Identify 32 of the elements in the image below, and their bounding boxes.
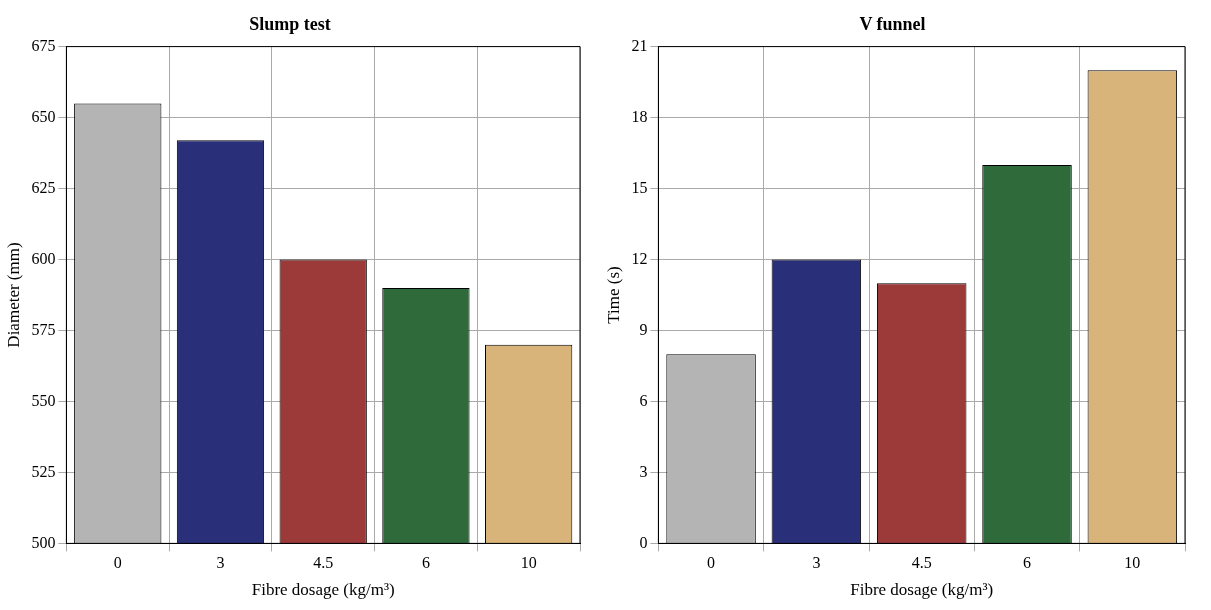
x-axis-title: Fibre dosage (kg/m³) — [251, 580, 395, 600]
y-tick-label: 550 — [31, 391, 56, 409]
y-tick-label: 15 — [631, 178, 648, 196]
y-tick-label: 18 — [631, 107, 648, 125]
y-axis-title: Time (s) — [603, 266, 623, 324]
y-tick-label: 0 — [639, 533, 648, 551]
x-tick-label: 4.5 — [313, 554, 334, 572]
y-tick-label: 600 — [31, 249, 56, 267]
chart-title: V funnel — [859, 14, 926, 35]
x-tick-label: 3 — [812, 554, 821, 572]
x-tick-label: 0 — [707, 554, 716, 572]
y-tick-label: 525 — [31, 462, 56, 480]
x-tick-label: 6 — [421, 554, 430, 572]
y-tick-label: 500 — [31, 533, 56, 551]
y-tick-label: 575 — [31, 320, 56, 338]
x-tick-label: 10 — [520, 554, 537, 572]
y-tick-label: 675 — [31, 36, 56, 54]
x-tick-label: 0 — [113, 554, 122, 572]
x-tick-label: 3 — [216, 554, 225, 572]
y-tick-label: 21 — [631, 36, 648, 54]
chart-title: Slump test — [249, 14, 331, 35]
y-tick-label: 3 — [639, 462, 648, 480]
y-tick-label: 9 — [639, 320, 648, 338]
y-axis-title: Diameter (mm) — [3, 242, 23, 348]
y-tick-label: 625 — [31, 178, 56, 196]
y-tick-label: 6 — [639, 391, 648, 409]
x-tick-label: 6 — [1023, 554, 1032, 572]
x-tick-label: 10 — [1124, 554, 1141, 572]
x-axis-title: Fibre dosage (kg/m³) — [850, 580, 994, 600]
y-tick-label: 12 — [631, 249, 648, 267]
x-tick-label: 4.5 — [911, 554, 932, 572]
y-tick-label: 650 — [31, 107, 56, 125]
